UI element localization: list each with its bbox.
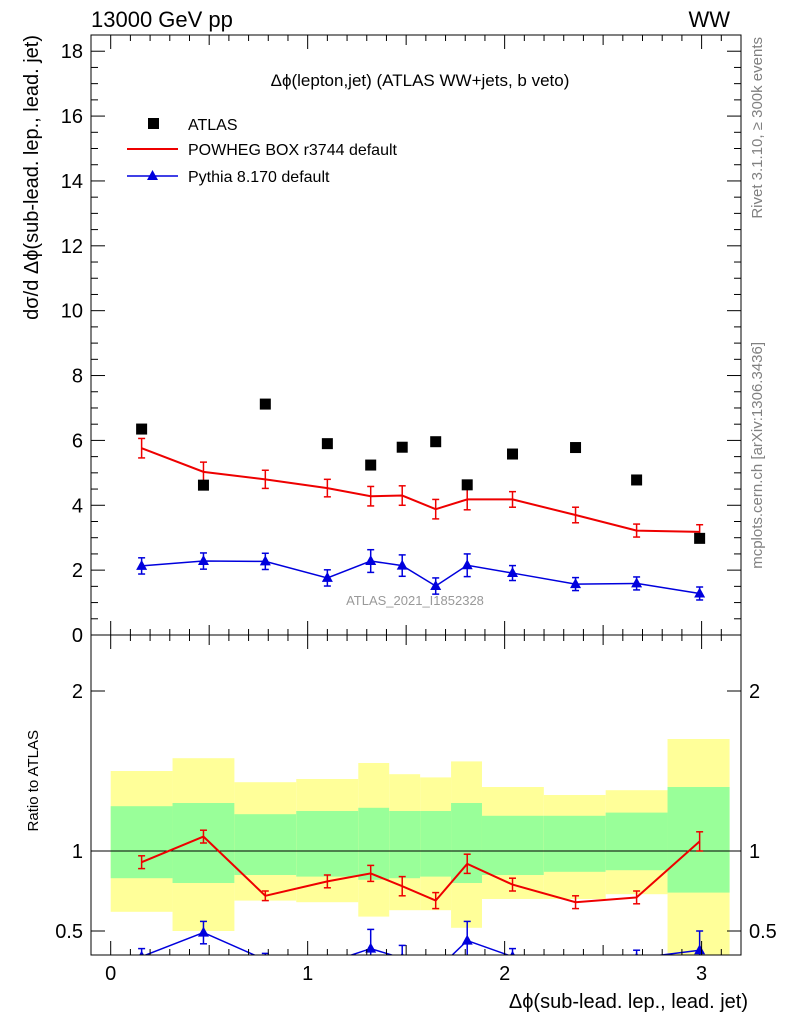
plot-title: Δϕ(lepton,jet) (ATLAS WW+jets, b veto) — [271, 71, 570, 90]
ratio-pythia-marker-0 — [139, 950, 145, 955]
ratio-pythia-marker-10 — [635, 952, 639, 955]
ratio-pythia-marker-4 — [365, 942, 377, 953]
ratio-pythia-marker-11 — [694, 944, 706, 955]
legend-label-powheg: POWHEG BOX r3744 default — [188, 142, 398, 159]
green-band-2 — [234, 814, 297, 875]
xtick-label-3: 3 — [696, 963, 707, 985]
rivet-version-label: Rivet 3.1.10, ≥ 300k events — [749, 37, 766, 219]
pythia-marker-7 — [461, 559, 473, 570]
atlas-marker-4 — [365, 459, 377, 471]
atlas-marker-2 — [259, 398, 271, 410]
main-ytick-label-3: 6 — [72, 430, 83, 452]
ratio-pythia-marker-3 — [322, 957, 333, 967]
ratio-ytick-label-left-0: 0.5 — [55, 921, 83, 943]
ratio-ytick-label-right-0: 0.5 — [749, 921, 777, 943]
x-axis-label: Δϕ(sub-lead. lep., lead. jet) — [509, 991, 748, 1013]
atlas-marker-9 — [570, 442, 582, 454]
ratio-powheg-line — [141, 835, 701, 904]
pythia-marker-10 — [631, 577, 643, 588]
pythia-marker-11 — [694, 587, 706, 598]
pythia-marker-6 — [430, 580, 442, 591]
legend-label-atlas: ATLAS — [188, 117, 238, 134]
xtick-label-1: 1 — [302, 963, 313, 985]
green-band-8 — [481, 815, 544, 875]
ratio-pythia-marker-7 — [461, 934, 473, 945]
ratio-ytick-label-left-1: 1 — [72, 841, 83, 863]
pythia-marker-1 — [197, 555, 209, 566]
atlas-marker-6 — [430, 436, 442, 448]
green-band-5 — [389, 811, 421, 879]
ratio-pythia-marker-5 — [400, 952, 404, 955]
green-band-10 — [605, 812, 668, 871]
pythia-marker-2 — [259, 555, 271, 566]
legend: ATLAS POWHEG BOX r3744 default Pythia 8.… — [127, 117, 398, 186]
atlas-marker-3 — [321, 438, 333, 450]
green-band-3 — [296, 811, 359, 877]
atlas-marker-7 — [461, 479, 473, 491]
pythia-marker-4 — [365, 555, 377, 566]
pythia-marker-0 — [136, 559, 148, 570]
xtick-label-0: 0 — [105, 963, 116, 985]
main-ytick-label-0: 0 — [72, 625, 83, 647]
ratio-pythia-marker-8 — [510, 950, 515, 955]
legend-marker-atlas — [148, 118, 159, 129]
ratio-plot-area — [91, 829, 741, 975]
main-ytick-label-6: 12 — [61, 236, 83, 258]
ratio-pythia-line — [143, 931, 700, 955]
ratio-panel-frame — [90, 634, 742, 956]
header-process: WW — [688, 7, 730, 32]
y-axis-label-ratio: Ratio to ATLAS — [25, 730, 42, 831]
ratio-ytick-label-left-2: 2 — [72, 681, 83, 703]
pythia-marker-5 — [396, 559, 408, 570]
green-band-11 — [667, 787, 730, 893]
main-ytick-label-9: 18 — [61, 41, 83, 63]
ratio-ytick-label-right-2: 2 — [749, 681, 760, 703]
main-ytick-label-7: 14 — [61, 171, 83, 193]
atlas-marker-5 — [396, 441, 408, 453]
mcplots-label: mcplots.cern.ch [arXiv:1306.3436] — [749, 342, 766, 569]
pythia-marker-9 — [570, 578, 582, 589]
atlas-marker-0 — [136, 423, 148, 435]
green-band-4 — [358, 807, 390, 880]
green-band-6 — [420, 811, 452, 877]
powheg-line — [141, 447, 700, 533]
y-axis-label-main: dσ/d Δϕ(sub-lead. lep., lead. jet) — [21, 35, 43, 320]
atlas-marker-1 — [197, 479, 209, 491]
pythia-marker-3 — [321, 571, 333, 582]
atlas-marker-11 — [694, 532, 706, 544]
legend-marker-pythia — [147, 170, 158, 180]
atlas-marker-10 — [631, 474, 643, 486]
main-ytick-label-2: 4 — [72, 495, 83, 517]
green-band-9 — [543, 815, 606, 872]
pythia-marker-8 — [507, 567, 519, 578]
pythia-line — [141, 560, 700, 595]
ratio-pythia-marker-6 — [430, 965, 441, 975]
watermark: ATLAS_2021_I1852328 — [346, 593, 484, 608]
ratio-pythia-marker-9 — [570, 962, 581, 972]
main-ytick-label-5: 10 — [61, 301, 83, 323]
main-plot-area — [136, 398, 706, 601]
atlas-marker-8 — [507, 448, 519, 460]
header-energy: 13000 GeV pp — [91, 7, 233, 32]
ratio-ytick-label-right-1: 1 — [749, 841, 760, 863]
xtick-label-2: 2 — [499, 963, 510, 985]
main-ytick-label-8: 16 — [61, 106, 83, 128]
main-ytick-label-4: 8 — [72, 366, 83, 388]
ratio-pythia-marker-1 — [197, 926, 209, 937]
legend-label-pythia: Pythia 8.170 default — [188, 169, 330, 186]
main-ytick-label-1: 2 — [72, 560, 83, 582]
